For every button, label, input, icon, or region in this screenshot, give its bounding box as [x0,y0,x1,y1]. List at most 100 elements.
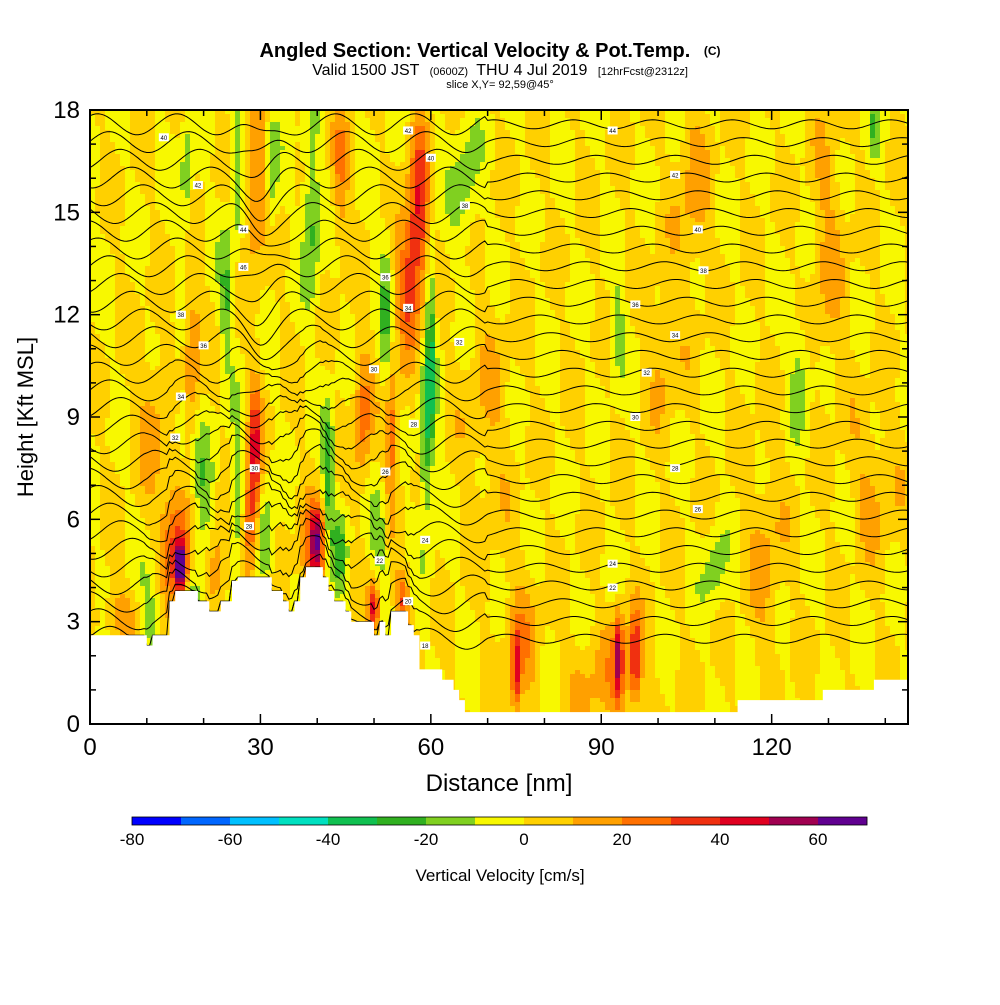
field-cell [770,138,776,143]
field-cell [420,134,426,139]
field-cell [215,130,221,135]
field-cell [575,114,581,119]
field-cell [810,126,816,131]
field-cell [550,118,556,123]
field-cell [740,138,746,143]
field-cell [560,122,566,127]
field-cell [305,146,311,151]
field-cell [835,134,841,139]
field-cell [135,130,141,135]
field-cell [295,138,301,143]
field-cell [475,142,481,147]
field-cell [695,114,701,119]
field-cell [370,126,376,131]
field-cell [415,118,421,123]
field-cell [130,118,136,123]
field-cell [215,114,221,119]
field-cell [455,114,461,119]
field-cell [775,122,781,127]
field-cell [225,134,231,139]
field-cell [320,130,326,135]
field-cell [750,126,756,131]
field-cell [255,134,261,139]
field-cell [470,114,476,119]
field-cell [745,126,751,131]
field-cell [150,138,156,143]
field-cell [775,114,781,119]
field-cell [890,134,896,139]
field-cell [625,138,631,143]
field-cell [550,126,556,131]
field-cell [430,138,436,143]
field-cell [585,130,591,135]
field-cell [490,134,496,139]
field-cell [710,134,716,139]
chart-root: Angled Section: Vertical Velocity & Pot.… [0,0,1000,1000]
field-cell [305,114,311,119]
field-cell [310,142,316,147]
field-cell [180,146,186,151]
field-cell [445,118,451,123]
field-cell [135,142,141,147]
field-cell [280,134,286,139]
field-cell [645,114,651,119]
field-cell [670,126,676,131]
field-cell [600,134,606,139]
field-cell [200,142,206,147]
field-cell [890,122,896,127]
field-cell [720,126,726,131]
field-cell [620,142,626,147]
field-cell [585,146,591,151]
field-cell [680,114,686,119]
field-cell [820,142,826,147]
field-cell [510,130,516,135]
field-cell [365,118,371,123]
field-cell [570,122,576,127]
field-cell [575,122,581,127]
field-cell [175,122,181,127]
field-cell [425,138,431,143]
field-cell [245,126,251,131]
field-cell [255,138,261,143]
field-cell [500,114,506,119]
field-cell [665,142,671,147]
field-cell [755,134,761,139]
field-cell [650,122,656,127]
field-cell [250,130,256,135]
field-cell [850,134,856,139]
field-cell [225,146,231,151]
field-cell [585,142,591,147]
field-cell [665,126,671,131]
field-cell [390,130,396,135]
field-cell [770,118,776,123]
field-cell [410,118,416,123]
field-cell [295,118,301,123]
field-cell [185,134,191,139]
field-cell [780,122,786,127]
field-cell [635,134,641,139]
field-cell [605,122,611,127]
field-cell [580,142,586,147]
field-cell [340,122,346,127]
field-cell [855,114,861,119]
field-cell [830,126,836,131]
field-cell [815,114,821,119]
field-cell [315,118,321,123]
field-cell [205,126,211,131]
field-cell [735,130,741,135]
field-cell [885,142,891,147]
field-cell [700,114,706,119]
field-cell [210,138,216,143]
field-cell [620,122,626,127]
field-cell [820,130,826,135]
field-cell [150,134,156,139]
field-cell [310,146,316,151]
field-cell [240,142,246,147]
field-cell [445,142,451,147]
field-cell [170,118,176,123]
field-cell [535,134,541,139]
field-cell [475,134,481,139]
field-cell [280,142,286,147]
field-cell [705,130,711,135]
field-cell [215,138,221,143]
